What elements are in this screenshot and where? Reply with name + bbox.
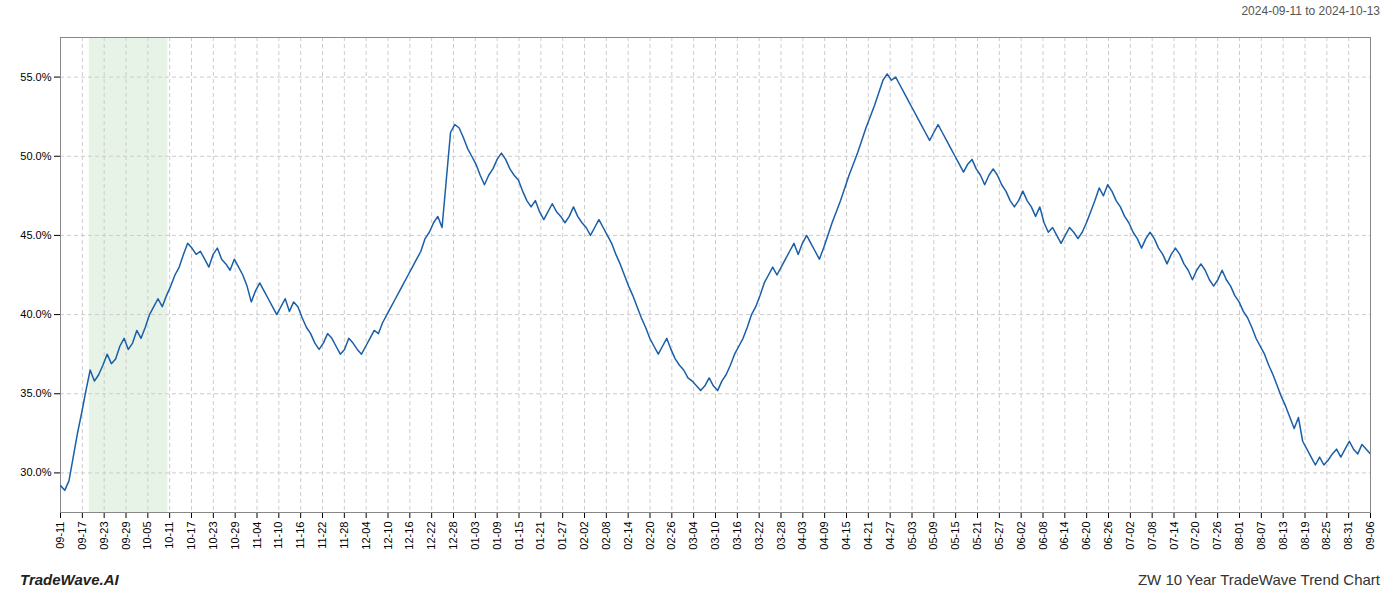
svg-text:08-25: 08-25 [1320,522,1332,550]
svg-text:07-08: 07-08 [1146,522,1158,550]
svg-text:01-09: 01-09 [491,522,503,550]
svg-text:05-15: 05-15 [949,522,961,550]
svg-text:08-13: 08-13 [1277,522,1289,550]
svg-text:09-11: 09-11 [54,522,66,549]
svg-text:55.0%: 55.0% [20,71,51,83]
svg-text:04-09: 04-09 [818,522,830,550]
html-text:ZW 10 Year TradeWave Trend Cha: ZW 10 Year TradeWave Trend Chart [1137,570,1380,588]
svg-text:02-14: 02-14 [622,522,634,550]
svg-text:10-23: 10-23 [207,522,219,550]
svg-text:01-21: 01-21 [534,522,546,550]
svg-text:10-17: 10-17 [185,522,197,550]
svg-text:02-02: 02-02 [578,522,590,550]
svg-text:08-19: 08-19 [1299,522,1311,550]
svg-text:01-27: 01-27 [556,522,568,550]
svg-text:05-03: 05-03 [906,522,918,550]
svg-text:10-11: 10-11 [163,522,175,549]
svg-text:01-03: 01-03 [469,522,481,550]
svg-text:11-28: 11-28 [338,522,350,549]
svg-text:09-29: 09-29 [120,522,132,550]
svg-text:35.0%: 35.0% [20,387,51,399]
svg-text:12-16: 12-16 [403,522,415,550]
svg-text:08-01: 08-01 [1233,522,1245,550]
svg-text:09-17: 09-17 [76,522,88,550]
svg-text:11-10: 11-10 [272,522,284,549]
svg-text:07-20: 07-20 [1189,522,1201,550]
svg-text:07-26: 07-26 [1211,522,1223,550]
svg-text:30.0%: 30.0% [20,466,51,478]
svg-text:03-16: 03-16 [731,522,743,550]
svg-text:03-28: 03-28 [775,522,787,550]
svg-text:03-22: 03-22 [753,522,765,550]
svg-text:12-28: 12-28 [447,522,459,550]
svg-text:12-10: 12-10 [382,522,394,550]
svg-text:02-20: 02-20 [644,522,656,550]
svg-text:10-29: 10-29 [229,522,241,550]
svg-text:05-27: 05-27 [993,522,1005,550]
svg-text:12-22: 12-22 [425,522,437,550]
svg-text:09-06: 09-06 [1364,522,1376,550]
svg-text:12-04: 12-04 [360,522,372,550]
svg-text:01-15: 01-15 [513,522,525,550]
svg-text:07-02: 07-02 [1124,522,1136,550]
svg-text:08-31: 08-31 [1342,522,1354,550]
svg-text:06-08: 06-08 [1037,522,1049,550]
svg-text:06-02: 06-02 [1015,522,1027,550]
svg-text:03-10: 03-10 [709,522,721,550]
svg-text:05-21: 05-21 [971,522,983,550]
svg-text:08-07: 08-07 [1255,522,1267,550]
svg-text:04-15: 04-15 [840,522,852,550]
svg-text:50.0%: 50.0% [20,150,51,162]
svg-text:06-26: 06-26 [1102,522,1114,550]
svg-text:06-14: 06-14 [1058,522,1070,550]
svg-text:06-20: 06-20 [1080,522,1092,550]
svg-text:02-08: 02-08 [600,522,612,550]
svg-text:09-23: 09-23 [98,522,110,550]
html-text:2024-09-11 to 2024-10-13: 2024-09-11 to 2024-10-13 [1241,4,1380,18]
svg-text:10-05: 10-05 [141,522,153,550]
svg-text:11-22: 11-22 [316,522,328,549]
svg-text:11-04: 11-04 [251,522,263,549]
svg-text:04-03: 04-03 [796,522,808,550]
html-text:TradeWave.AI: TradeWave.AI [20,570,119,588]
svg-text:40.0%: 40.0% [20,308,51,320]
svg-text:11-16: 11-16 [294,522,306,549]
svg-text:07-14: 07-14 [1168,522,1180,550]
svg-text:05-09: 05-09 [927,522,939,550]
svg-text:03-04: 03-04 [687,522,699,550]
svg-text:45.0%: 45.0% [20,229,51,241]
svg-text:04-27: 04-27 [884,522,896,550]
svg-text:02-26: 02-26 [665,522,677,550]
svg-text:04-21: 04-21 [862,522,874,550]
